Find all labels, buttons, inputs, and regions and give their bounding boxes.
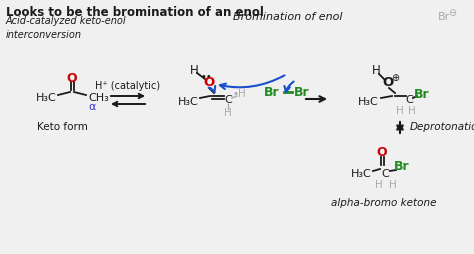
Text: H₃C: H₃C: [178, 97, 199, 107]
Text: Br: Br: [438, 12, 450, 22]
Text: H: H: [389, 180, 397, 190]
Text: H₃C: H₃C: [357, 97, 378, 107]
Text: O: O: [383, 76, 393, 89]
Text: Br: Br: [394, 161, 410, 173]
Text: C: C: [224, 95, 232, 105]
Text: H: H: [396, 106, 404, 116]
Text: C: C: [381, 169, 389, 179]
Text: Br: Br: [294, 86, 310, 99]
Text: Acid-catalyzed keto-enol
interconversion: Acid-catalyzed keto-enol interconversion: [6, 16, 127, 40]
Text: Deprotonation: Deprotonation: [410, 122, 474, 132]
Text: H⁺ (catalytic): H⁺ (catalytic): [95, 81, 161, 91]
Text: O: O: [67, 71, 77, 85]
Text: Keto form: Keto form: [36, 122, 87, 132]
Text: Bromination of enol: Bromination of enol: [233, 12, 343, 22]
Text: α: α: [88, 102, 96, 112]
Text: O: O: [203, 76, 215, 89]
Text: H: H: [224, 108, 232, 118]
Text: ••: ••: [200, 72, 212, 82]
Text: H: H: [190, 65, 199, 77]
Text: CH₃: CH₃: [89, 93, 109, 103]
Text: H: H: [408, 106, 416, 116]
Text: ⊖: ⊖: [448, 8, 456, 18]
Text: alpha-bromo ketone: alpha-bromo ketone: [331, 198, 437, 208]
Text: Br: Br: [264, 86, 280, 99]
Text: H₃C: H₃C: [351, 169, 371, 179]
Text: Looks to be the bromination of an enol: Looks to be the bromination of an enol: [6, 6, 264, 19]
Text: Br: Br: [414, 87, 430, 101]
Text: H₃C: H₃C: [36, 93, 56, 103]
Text: H: H: [375, 180, 383, 190]
Text: •H: •H: [232, 89, 246, 99]
Text: O: O: [377, 146, 387, 158]
Text: C: C: [405, 95, 413, 105]
Text: H: H: [372, 65, 380, 77]
Text: ⊕: ⊕: [391, 73, 399, 83]
